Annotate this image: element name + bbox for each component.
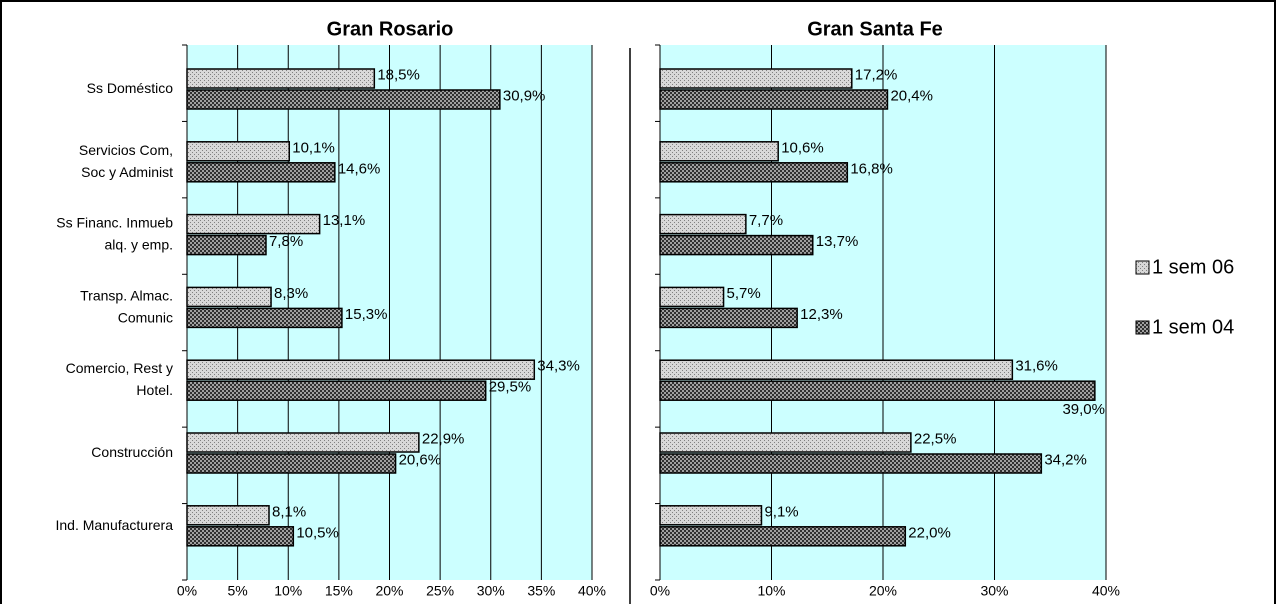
value-label: 14,6% [338, 160, 381, 177]
bar [659, 213, 747, 235]
value-label: 34,3% [537, 358, 580, 375]
value-label: 13,7% [816, 233, 859, 250]
value-label: 7,7% [749, 212, 783, 229]
legend-label: 1 sem 06 [1152, 256, 1234, 278]
legend-swatch [1135, 260, 1150, 275]
x-tick-label: 0% [177, 583, 197, 599]
bar [186, 359, 536, 380]
x-tick-label: 40% [1092, 583, 1120, 599]
bar [186, 453, 397, 474]
bar [186, 68, 376, 89]
x-tick-label: 30% [980, 583, 1008, 599]
value-label: 22,0% [908, 524, 951, 541]
legend-label: 1 sem 04 [1152, 316, 1234, 338]
value-label: 20,6% [399, 451, 442, 468]
chart-title: Gran Santa Fe [807, 18, 943, 40]
x-tick-label: 35% [527, 583, 555, 599]
value-label: 22,9% [422, 430, 465, 447]
bar [659, 359, 1014, 380]
x-tick-label: 5% [228, 583, 248, 599]
value-label: 16,8% [850, 160, 893, 177]
value-label: 20,4% [890, 87, 933, 104]
bar [186, 89, 501, 110]
y-tick-label: Construcción [91, 444, 173, 460]
y-tick-label: Servicios Com, Soc y Administ [79, 142, 173, 180]
value-label: 29,5% [489, 379, 532, 396]
bar [186, 307, 343, 329]
y-tick-label: Ind. Manufacturera [55, 517, 173, 533]
value-label: 5,7% [727, 285, 761, 302]
x-tick-label: 40% [578, 583, 606, 599]
bar [659, 380, 1096, 401]
bar [186, 141, 291, 162]
bar [186, 286, 272, 308]
value-label: 10,5% [296, 524, 339, 541]
bar [659, 307, 798, 329]
value-label: 30,9% [503, 87, 546, 104]
bar [186, 526, 295, 547]
bar [659, 432, 912, 453]
bar [659, 286, 725, 308]
value-label: 10,6% [781, 139, 824, 156]
bar [659, 162, 849, 183]
x-tick-label: 25% [426, 583, 454, 599]
bar [659, 526, 907, 547]
bar [659, 453, 1043, 474]
y-tick-label: Ss Financ. Inmueb alq. y emp. [56, 214, 173, 252]
value-label: 17,2% [855, 66, 898, 83]
bar [186, 505, 270, 526]
value-label: 8,3% [274, 285, 308, 302]
bar [186, 162, 336, 183]
legend-swatch [1135, 320, 1150, 335]
bar [659, 89, 889, 110]
bar [186, 380, 487, 401]
value-label: 34,2% [1044, 451, 1087, 468]
bar [659, 505, 763, 526]
y-tick-label: Transp. Almac. Comunic [80, 287, 173, 325]
bar [659, 141, 779, 162]
value-label: 31,6% [1015, 358, 1058, 375]
value-label: 10,1% [292, 139, 335, 156]
x-tick-label: 10% [274, 583, 302, 599]
y-tick-label: Ss Doméstico [87, 80, 174, 96]
value-label: 7,8% [269, 233, 303, 250]
x-tick-label: 10% [757, 583, 785, 599]
bar [659, 234, 814, 256]
chart-title: Gran Rosario [327, 18, 454, 40]
value-label: 39,0% [1062, 401, 1105, 418]
value-label: 8,1% [272, 503, 306, 520]
x-tick-label: 0% [650, 583, 670, 599]
x-tick-label: 15% [325, 583, 353, 599]
bar [186, 432, 420, 453]
value-label: 22,5% [914, 430, 957, 447]
bar [659, 68, 853, 89]
value-label: 13,1% [323, 212, 366, 229]
x-tick-label: 20% [869, 583, 897, 599]
value-label: 9,1% [764, 503, 798, 520]
value-label: 15,3% [345, 306, 388, 323]
bar [186, 213, 321, 235]
x-tick-label: 30% [477, 583, 505, 599]
value-label: 12,3% [800, 306, 843, 323]
y-tick-label: Comercio, Rest y Hotel. [66, 360, 173, 398]
value-label: 18,5% [377, 66, 420, 83]
bar [186, 234, 267, 256]
x-tick-label: 20% [375, 583, 403, 599]
